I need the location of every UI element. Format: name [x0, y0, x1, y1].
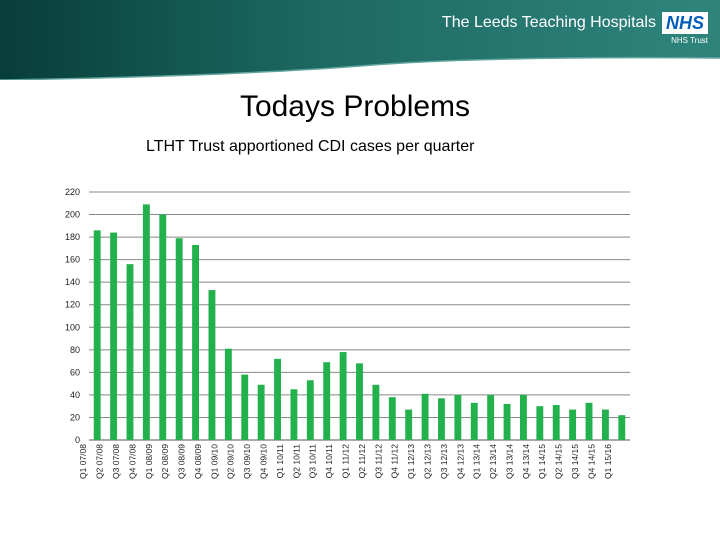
bar — [569, 409, 577, 440]
slide-title: Todays Problems — [239, 90, 471, 123]
x-tick-label: Q3 11/12 — [373, 444, 383, 479]
chart-title: LTHT Trust apportioned CDI cases per qua… — [146, 138, 475, 155]
bar — [274, 358, 281, 440]
bar — [323, 362, 331, 440]
bar — [290, 389, 298, 440]
org-name: The Leeds Teaching Hospitals — [441, 14, 656, 31]
x-tick-label: Q3 09/10 — [242, 444, 252, 479]
y-tick-label: 100 — [65, 322, 80, 332]
y-tick-label: 120 — [65, 300, 80, 310]
bar — [208, 290, 216, 440]
y-tick-label: 200 — [65, 210, 80, 220]
org-subtitle: NHS Trust — [671, 36, 708, 45]
y-tick-label: 140 — [65, 277, 80, 287]
bar — [585, 402, 593, 440]
bar — [372, 384, 380, 440]
x-tick-label: Q4 10/11 — [324, 444, 334, 479]
bar — [224, 348, 232, 440]
x-tick-label: Q4 09/10 — [259, 444, 269, 479]
x-tick-label: Q2 13/14 — [488, 444, 498, 479]
x-tick-label: Q4 12/13 — [455, 444, 465, 479]
x-tick-label: Q1 09/10 — [209, 444, 219, 479]
x-tick-label: Q2 11/12 — [357, 444, 367, 479]
nhs-logo: The Leeds Teaching Hospitals NHS NHS Tru… — [442, 10, 708, 50]
bar — [241, 374, 249, 440]
bar — [552, 405, 560, 440]
bar — [257, 384, 265, 440]
x-tick-label: Q4 14/15 — [586, 444, 596, 479]
x-tick-label: Q1 14/15 — [537, 444, 547, 479]
bar — [356, 363, 363, 440]
x-tick-label: Q2 09/10 — [226, 444, 236, 479]
x-tick-label: Q3 08/09 — [177, 444, 187, 479]
x-tick-label: Q4 07/08 — [127, 444, 137, 479]
bar — [487, 394, 495, 440]
bar — [405, 409, 413, 440]
x-tick-label: Q2 07/08 — [95, 444, 105, 479]
bar — [339, 352, 347, 440]
x-tick-label: Q3 07/08 — [111, 444, 121, 479]
y-tick-label: 20 — [70, 412, 80, 422]
x-tick-label: Q4 08/09 — [193, 444, 203, 479]
x-tick-label: Q1 13/14 — [472, 444, 482, 479]
x-tick-label: Q3 12/13 — [439, 444, 449, 479]
x-tick-label: Q3 14/15 — [570, 444, 580, 479]
bar — [503, 403, 511, 440]
x-tick-label: Q1 10/11 — [275, 444, 285, 479]
bar — [306, 380, 314, 440]
bar — [388, 397, 396, 440]
x-tick-label: Q1 11/12 — [341, 444, 351, 479]
y-tick-label: 60 — [70, 367, 80, 377]
bar — [536, 406, 544, 440]
x-tick-label: Q1 07/08 — [78, 444, 88, 479]
y-tick-label: 220 — [65, 187, 80, 197]
bar — [175, 238, 183, 440]
bar — [142, 204, 150, 440]
x-tick-label: Q4 13/14 — [521, 444, 531, 479]
bar — [192, 244, 200, 440]
x-tick-label: Q3 10/11 — [308, 444, 318, 479]
y-tick-label: 40 — [70, 390, 80, 400]
x-tick-label: Q2 08/09 — [160, 444, 170, 479]
x-tick-label: Q1 15/16 — [603, 444, 613, 479]
nhs-badge: NHS — [661, 12, 708, 34]
bar — [454, 394, 462, 440]
x-tick-label: Q3 13/14 — [504, 444, 514, 479]
x-tick-label: Q2 10/11 — [291, 444, 301, 479]
y-tick-label: 0 — [75, 435, 80, 445]
bar — [470, 402, 478, 440]
x-tick-label: Q4 11/12 — [390, 444, 400, 479]
x-tick-label: Q2 12/13 — [422, 444, 432, 479]
x-tick-label: Q2 14/15 — [554, 444, 564, 479]
bar — [601, 409, 609, 440]
bar — [126, 264, 134, 440]
bar — [93, 230, 101, 440]
y-tick-label: 80 — [70, 345, 80, 355]
y-tick-label: 180 — [65, 232, 80, 242]
bar — [159, 214, 167, 440]
x-tick-label: Q1 12/13 — [406, 444, 416, 479]
bar — [519, 394, 527, 440]
bar — [421, 393, 429, 440]
bar — [618, 415, 626, 440]
bar — [110, 232, 118, 440]
bar — [438, 398, 445, 440]
x-tick-label: Q1 08/09 — [144, 444, 154, 479]
header-banner — [0, 0, 720, 80]
y-tick-label: 160 — [65, 255, 80, 265]
